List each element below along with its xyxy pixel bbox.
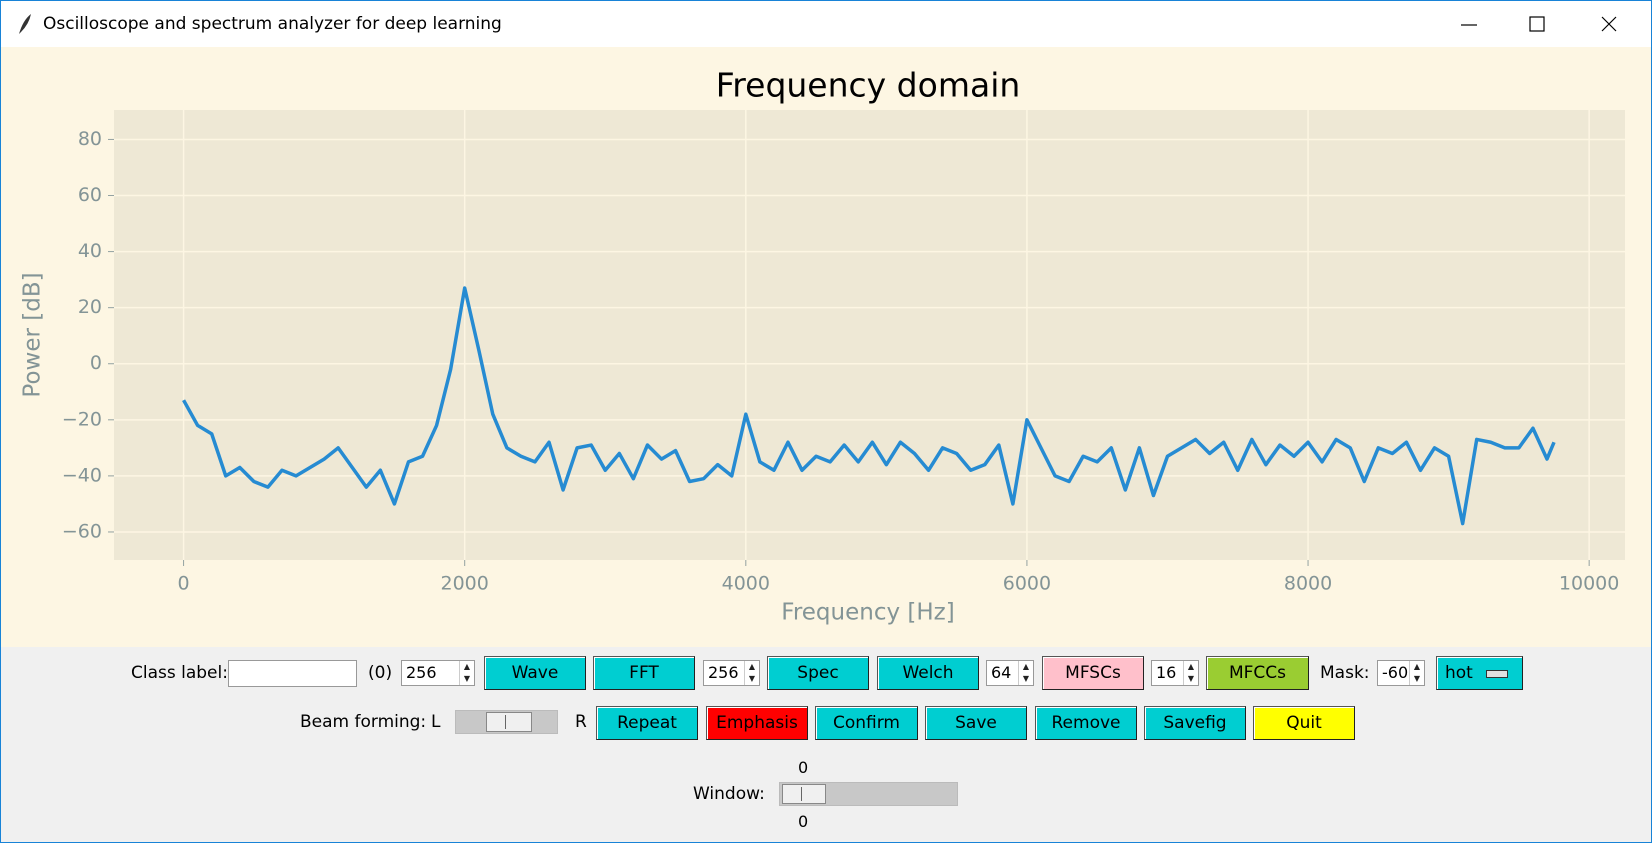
y-tick-label: −60 <box>62 520 102 542</box>
chart: Frequency domain Frequency [Hz] Power [d… <box>1 47 1651 647</box>
spin-value: 256 <box>406 663 437 682</box>
spinbox[interactable]: 16 ▲ ▼ <box>1151 660 1199 686</box>
slider[interactable] <box>455 710 558 734</box>
spin-value: -60 <box>1382 663 1409 682</box>
y-tick-label: 60 <box>78 184 102 206</box>
x-tick-label: 4000 <box>722 573 770 595</box>
button[interactable]: MFCCs <box>1206 656 1309 690</box>
spinbox[interactable]: 64 ▲ ▼ <box>986 660 1034 686</box>
button[interactable]: MFSCs <box>1042 656 1144 690</box>
menu-value: hot <box>1445 663 1473 683</box>
y-tick-label: −20 <box>62 408 102 430</box>
button[interactable]: Quit <box>1253 706 1355 740</box>
plot-area <box>114 110 1625 560</box>
label: R <box>575 712 587 732</box>
slider-value: 0 <box>798 758 809 777</box>
button[interactable]: Wave <box>484 656 586 690</box>
label: Class label: <box>131 663 228 683</box>
button[interactable]: Save <box>925 706 1027 740</box>
x-tick-label: 0 <box>178 573 190 595</box>
menu-button[interactable]: hot <box>1436 656 1523 690</box>
button[interactable]: Spec <box>767 656 869 690</box>
button[interactable]: FFT <box>593 656 695 690</box>
button[interactable]: Confirm <box>815 706 918 740</box>
label: Mask: <box>1320 663 1370 683</box>
label: (0) <box>368 663 393 683</box>
spinbox[interactable]: -60 ▲ ▼ <box>1377 660 1425 686</box>
spin-value: 64 <box>991 663 1012 682</box>
x-tick-label: 2000 <box>441 573 489 595</box>
spin-value: 256 <box>708 663 739 682</box>
y-tick-label: 40 <box>78 240 102 262</box>
window-title: Oscilloscope and spectrum analyzer for d… <box>43 14 502 34</box>
data-line <box>182 286 1556 526</box>
x-tick-label: 8000 <box>1284 573 1332 595</box>
y-tick-label: 0 <box>90 352 102 374</box>
button[interactable]: Remove <box>1035 706 1137 740</box>
text-input[interactable] <box>228 660 357 687</box>
x-tick-label: 10000 <box>1559 573 1619 595</box>
x-axis-label: Frequency [Hz] <box>781 600 954 626</box>
app-icon <box>19 14 31 34</box>
title-bar: Oscilloscope and spectrum analyzer for d… <box>1 1 1651 47</box>
label: Beam forming: <box>300 712 427 732</box>
y-tick-label: 80 <box>78 128 102 150</box>
button[interactable]: Emphasis <box>706 706 808 740</box>
button[interactable]: Repeat <box>596 706 698 740</box>
y-axis-label: Power [dB] <box>20 272 46 397</box>
spinbox[interactable]: 256 ▲ ▼ <box>703 660 760 686</box>
button[interactable]: Savefig <box>1144 706 1246 740</box>
slider-value: 0 <box>798 812 809 831</box>
y-tick-label: 20 <box>78 296 102 318</box>
spinbox[interactable]: 256 ▲ ▼ <box>401 660 475 686</box>
spin-value: 16 <box>1156 663 1177 682</box>
label: L <box>431 712 441 732</box>
button[interactable]: Welch <box>877 656 979 690</box>
x-tick-label: 6000 <box>1003 573 1051 595</box>
chart-title: Frequency domain <box>716 66 1021 105</box>
slider[interactable] <box>779 782 958 806</box>
window-controls[interactable] <box>1441 1 1651 47</box>
label: Window: <box>693 784 765 804</box>
y-tick-label: −40 <box>62 464 102 486</box>
